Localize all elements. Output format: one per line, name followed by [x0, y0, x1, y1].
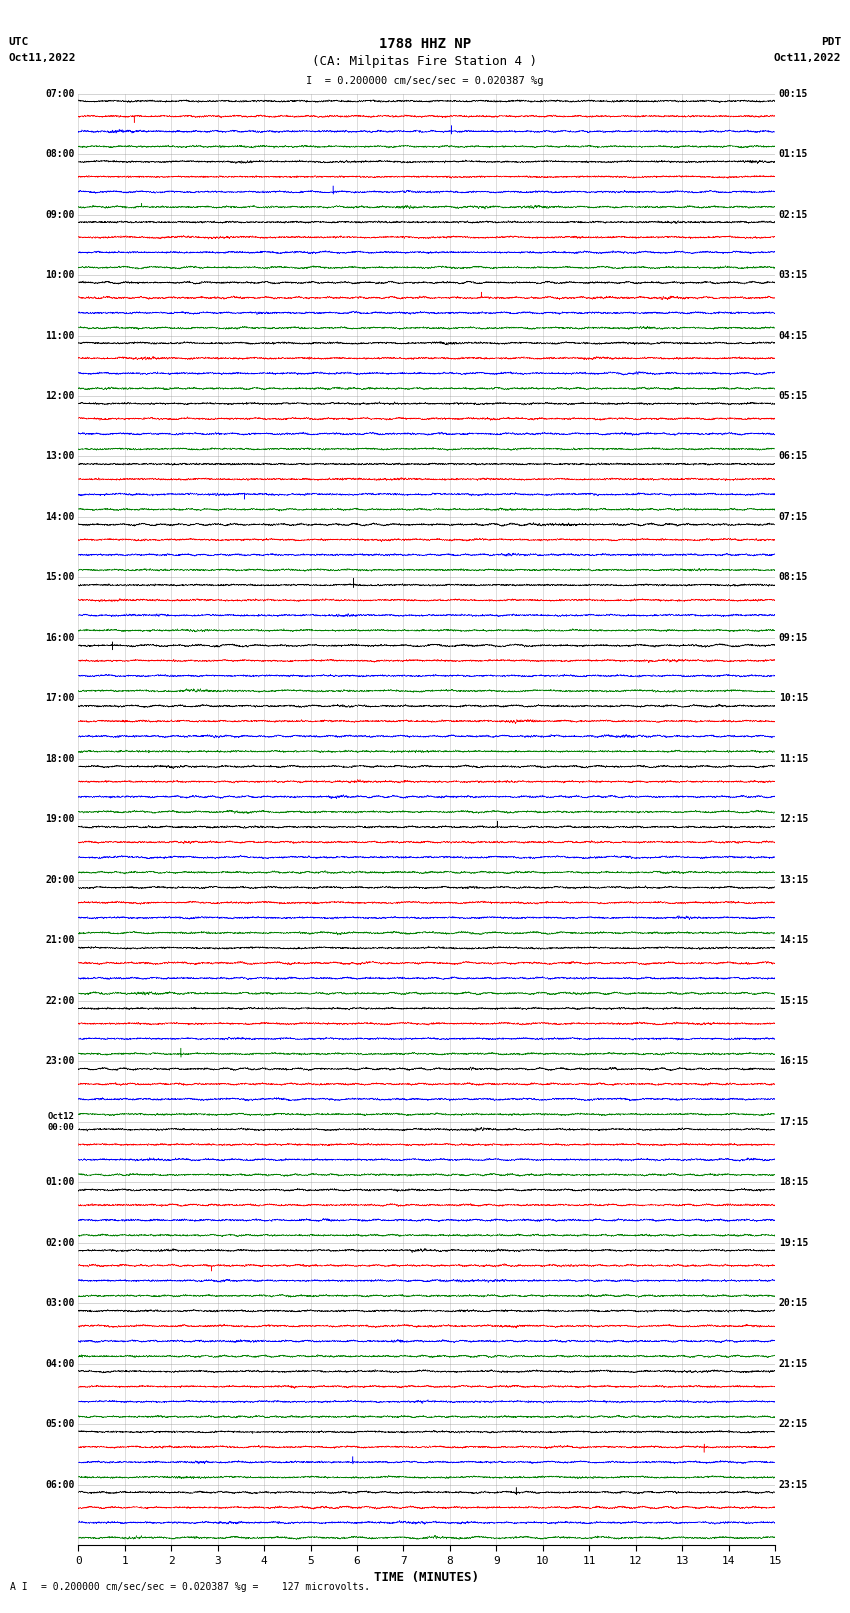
Text: 23:15: 23:15: [779, 1479, 808, 1490]
Text: 14:00: 14:00: [45, 511, 75, 523]
Text: 19:00: 19:00: [45, 815, 75, 824]
Text: 22:00: 22:00: [45, 995, 75, 1007]
Text: 18:00: 18:00: [45, 753, 75, 765]
Text: 11:00: 11:00: [45, 331, 75, 340]
Text: UTC: UTC: [8, 37, 29, 47]
Text: 17:15: 17:15: [779, 1116, 808, 1127]
Text: 07:15: 07:15: [779, 511, 808, 523]
Text: 13:15: 13:15: [779, 874, 808, 886]
Text: 22:15: 22:15: [779, 1419, 808, 1429]
X-axis label: TIME (MINUTES): TIME (MINUTES): [374, 1571, 479, 1584]
Text: 05:00: 05:00: [45, 1419, 75, 1429]
Text: 02:00: 02:00: [45, 1237, 75, 1248]
Text: 09:00: 09:00: [45, 210, 75, 219]
Text: 20:00: 20:00: [45, 874, 75, 886]
Text: 00:15: 00:15: [779, 89, 808, 98]
Text: 12:15: 12:15: [779, 815, 808, 824]
Text: 16:00: 16:00: [45, 632, 75, 644]
Text: 03:00: 03:00: [45, 1298, 75, 1308]
Text: 07:00: 07:00: [45, 89, 75, 98]
Text: 20:15: 20:15: [779, 1298, 808, 1308]
Text: 08:15: 08:15: [779, 573, 808, 582]
Text: A I: A I: [10, 1582, 28, 1592]
Text: 09:15: 09:15: [779, 632, 808, 644]
Text: 08:00: 08:00: [45, 148, 75, 160]
Text: 15:15: 15:15: [779, 995, 808, 1007]
Text: 21:15: 21:15: [779, 1358, 808, 1369]
Text: 03:15: 03:15: [779, 269, 808, 281]
Text: 04:15: 04:15: [779, 331, 808, 340]
Text: 11:15: 11:15: [779, 753, 808, 765]
Text: 17:00: 17:00: [45, 694, 75, 703]
Text: 10:00: 10:00: [45, 269, 75, 281]
Text: 18:15: 18:15: [779, 1177, 808, 1187]
Text: 1788 HHZ NP: 1788 HHZ NP: [379, 37, 471, 52]
Text: Oct11,2022: Oct11,2022: [774, 53, 842, 63]
Text: 14:15: 14:15: [779, 936, 808, 945]
Text: 12:00: 12:00: [45, 390, 75, 402]
Text: 01:15: 01:15: [779, 148, 808, 160]
Text: 06:00: 06:00: [45, 1479, 75, 1490]
Text: 02:15: 02:15: [779, 210, 808, 219]
Text: 16:15: 16:15: [779, 1057, 808, 1066]
Text: 10:15: 10:15: [779, 694, 808, 703]
Text: Oct12
00:00: Oct12 00:00: [48, 1111, 75, 1132]
Text: 04:00: 04:00: [45, 1358, 75, 1369]
Text: (CA: Milpitas Fire Station 4 ): (CA: Milpitas Fire Station 4 ): [313, 55, 537, 68]
Text: I  = 0.200000 cm/sec/sec = 0.020387 %g: I = 0.200000 cm/sec/sec = 0.020387 %g: [306, 76, 544, 85]
Text: 01:00: 01:00: [45, 1177, 75, 1187]
Text: 19:15: 19:15: [779, 1237, 808, 1248]
Text: 21:00: 21:00: [45, 936, 75, 945]
Text: = 0.200000 cm/sec/sec = 0.020387 %g =    127 microvolts.: = 0.200000 cm/sec/sec = 0.020387 %g = 12…: [41, 1582, 370, 1592]
Text: 05:15: 05:15: [779, 390, 808, 402]
Text: 15:00: 15:00: [45, 573, 75, 582]
Text: 23:00: 23:00: [45, 1057, 75, 1066]
Text: PDT: PDT: [821, 37, 842, 47]
Text: 13:00: 13:00: [45, 452, 75, 461]
Text: 06:15: 06:15: [779, 452, 808, 461]
Text: Oct11,2022: Oct11,2022: [8, 53, 76, 63]
